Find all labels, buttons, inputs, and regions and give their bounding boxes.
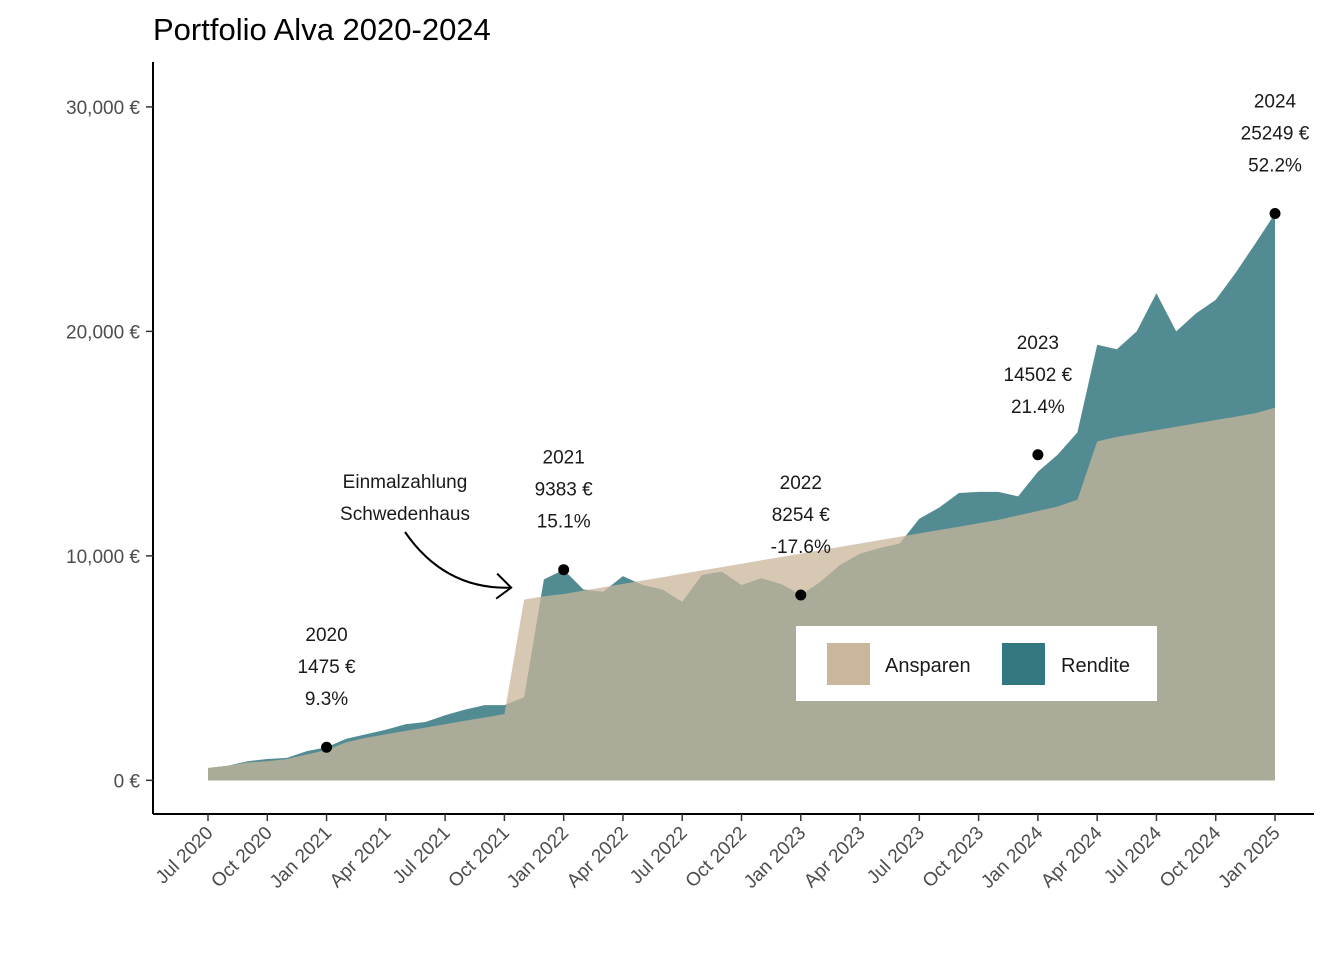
x-tick-label: Oct 2024	[1156, 822, 1226, 892]
year-end-point	[1032, 449, 1044, 461]
year-end-point	[558, 564, 570, 576]
x-tick-label: Jan 2023	[740, 823, 810, 893]
year-end-label: 15.1%	[537, 512, 591, 533]
year-end-label: 52.2%	[1248, 156, 1302, 177]
year-end-label: 25249 €	[1241, 124, 1310, 145]
callout-label: Einmalzahlung	[343, 472, 468, 493]
y-tick-label: 20,000 €	[66, 322, 140, 343]
ansparen-area	[208, 407, 1275, 781]
year-end-label: 2022	[780, 473, 822, 494]
y-tick-label: 10,000 €	[66, 547, 140, 568]
year-end-label: 2023	[1017, 333, 1059, 354]
legend-swatch-ansparen	[827, 643, 870, 685]
x-tick-label: Apr 2024	[1037, 822, 1107, 892]
year-end-label: 2021	[543, 448, 585, 469]
year-end-label: -17.6%	[771, 537, 831, 558]
y-tick-label: 0 €	[114, 771, 141, 792]
legend-label-rendite: Rendite	[1061, 655, 1130, 677]
legend-label-ansparen: Ansparen	[885, 655, 971, 677]
annotation-layer: 2020 1475 € 9.3% 2021 9383 € 15.1% 2022 8254 € -…	[297, 92, 1310, 753]
year-end-point	[321, 741, 333, 753]
callout-arrow	[404, 531, 512, 589]
y-tick-label: 30,000 €	[66, 98, 140, 119]
legend-swatch-rendite	[1002, 643, 1045, 685]
legend: Ansparen Rendite	[796, 626, 1157, 701]
x-tick-label: Apr 2022	[563, 823, 632, 892]
year-end-label: 9383 €	[535, 480, 594, 501]
callout-label: Schwedenhaus	[340, 504, 470, 525]
x-tick-label: Oct 2020	[207, 823, 276, 892]
x-tick-label: Jan 2025	[1214, 823, 1284, 893]
chart-title: Portfolio Alva 2020-2024	[153, 12, 491, 47]
year-end-label: 1475 €	[297, 657, 356, 678]
year-end-label: 21.4%	[1011, 397, 1065, 418]
year-end-label: 2024	[1254, 92, 1297, 113]
year-end-label: 2020	[305, 625, 347, 646]
x-tick-label: Oct 2023	[919, 823, 988, 892]
x-tick-label: Jan 2024	[977, 822, 1047, 892]
callout-arrow-head	[495, 572, 513, 600]
year-end-label: 14502 €	[1004, 365, 1073, 386]
x-tick-label: Apr 2023	[800, 823, 869, 892]
x-tick-label: Jan 2021	[266, 823, 336, 893]
year-end-point	[795, 589, 807, 601]
year-end-point	[1269, 208, 1281, 220]
x-tick-label: Apr 2021	[326, 823, 395, 892]
year-end-label: 9.3%	[305, 689, 348, 710]
x-tick-label: Jan 2022	[503, 823, 573, 893]
x-tick-label: Oct 2021	[445, 823, 514, 892]
year-end-label: 8254 €	[772, 505, 831, 526]
x-tick-label: Oct 2022	[682, 823, 751, 892]
